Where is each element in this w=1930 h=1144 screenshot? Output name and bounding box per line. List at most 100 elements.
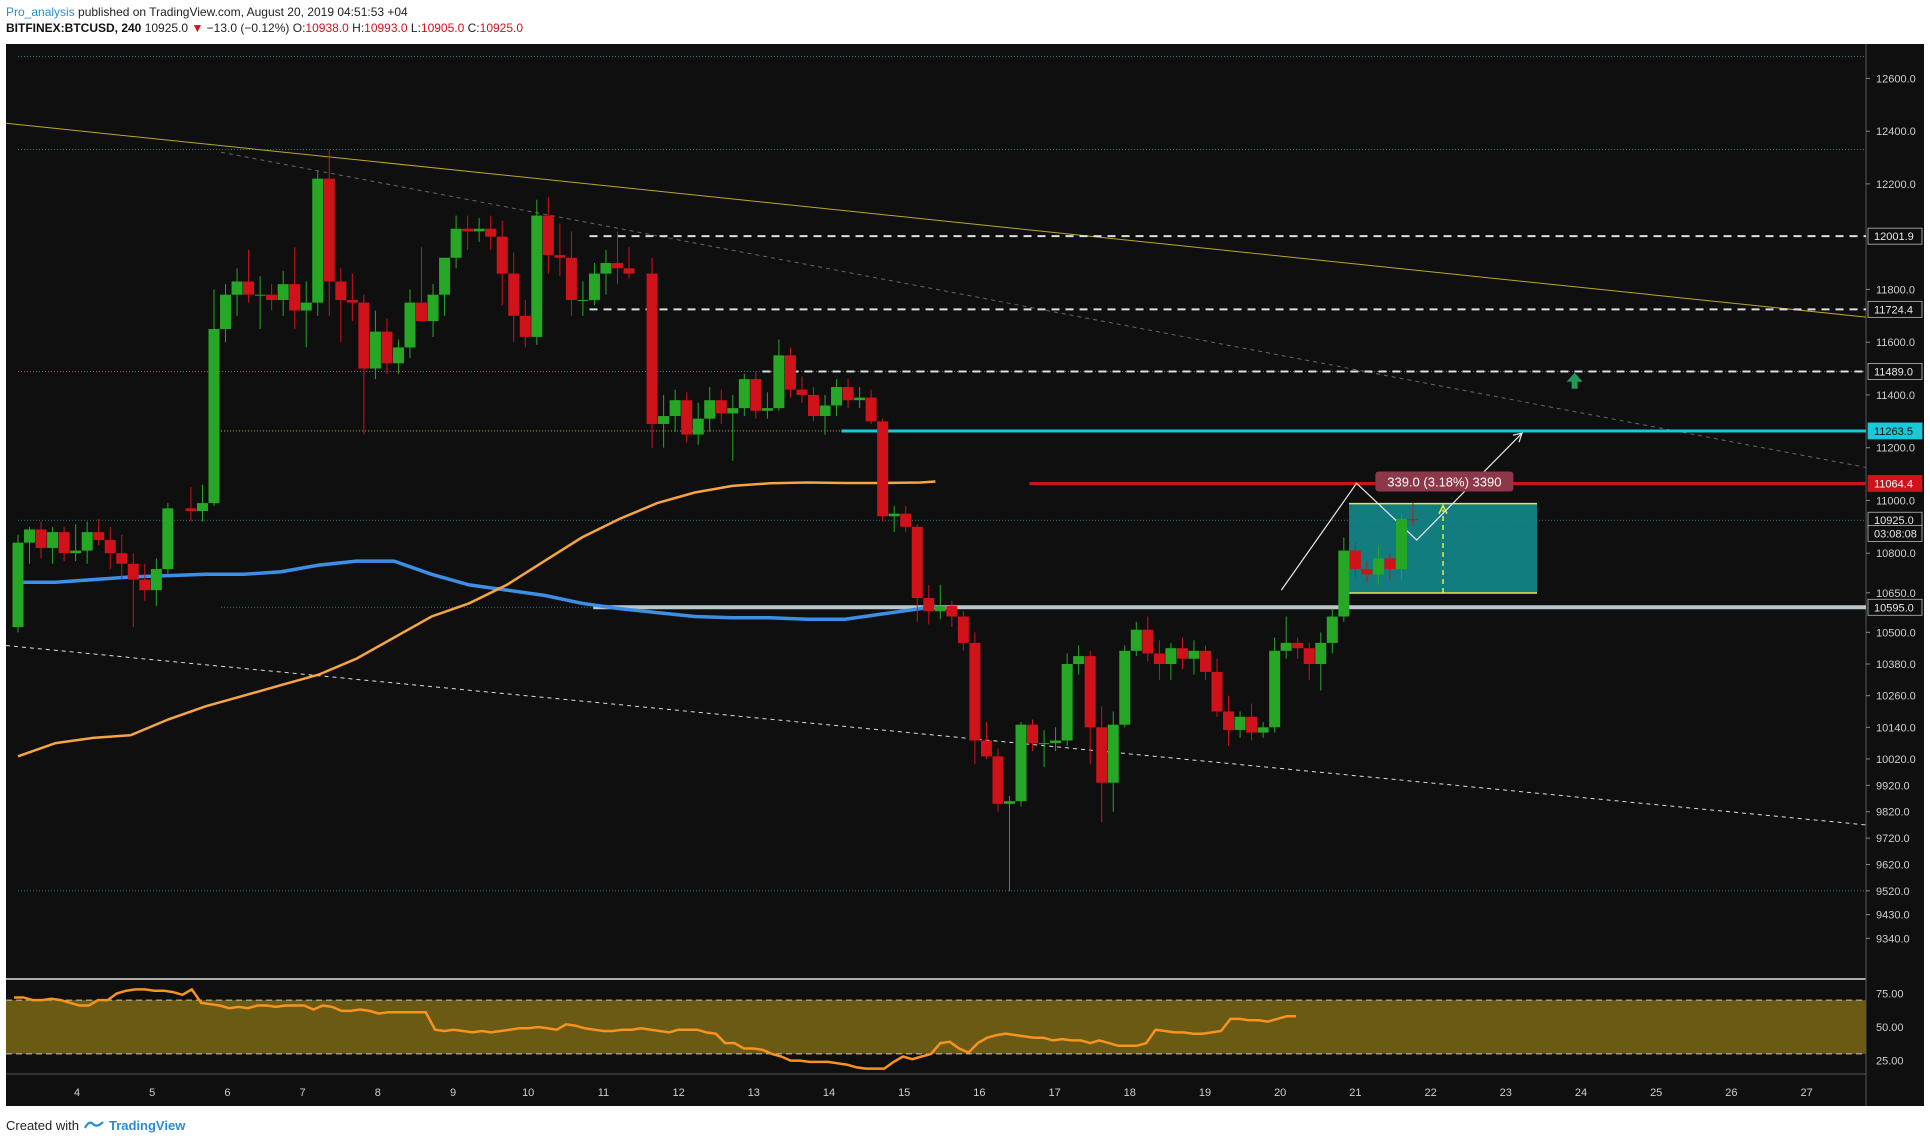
x-tick-label-16: 20 xyxy=(1274,1087,1286,1099)
y-tick-label-5: 11400.0 xyxy=(1876,390,1915,402)
x-tick-label-8: 12 xyxy=(672,1087,684,1099)
candle-body-50 xyxy=(600,263,612,274)
candle-body-53 xyxy=(646,273,658,424)
candle-body-87 xyxy=(1038,743,1050,745)
candle-body-74 xyxy=(888,513,900,517)
candle-body-14 xyxy=(185,508,197,511)
candle-body-64 xyxy=(773,355,785,409)
main-pane-bg xyxy=(6,44,1866,978)
candle-body-3 xyxy=(47,532,59,548)
candle-body-118 xyxy=(1395,518,1407,570)
candle-body-43 xyxy=(519,315,531,337)
candle-body-114 xyxy=(1349,550,1361,570)
candle-body-22 xyxy=(277,284,289,300)
x-tick-label-17: 21 xyxy=(1349,1087,1361,1099)
candle-body-24 xyxy=(300,302,312,311)
time-axis-bg xyxy=(6,1074,1866,1106)
candle-body-65 xyxy=(784,355,796,390)
candle-body-56 xyxy=(681,400,693,435)
ma-slow-line xyxy=(18,559,936,621)
x-tick-label-5: 9 xyxy=(450,1087,456,1099)
x-tick-label-23: 27 xyxy=(1800,1087,1812,1099)
x-tick-label-13: 17 xyxy=(1048,1087,1060,1099)
price-change: −13.0 (−0.12%) xyxy=(206,21,290,35)
price-label-bg-1 xyxy=(1867,300,1923,318)
candle-body-67 xyxy=(807,394,819,417)
x-tick-label-1: 5 xyxy=(149,1087,155,1099)
y-tick-label-16: 9820.0 xyxy=(1876,807,1910,819)
candle-body-68 xyxy=(819,405,831,417)
price-label-6: 03:08:08 xyxy=(1874,528,1917,540)
candle-body-1 xyxy=(24,529,36,543)
price-label-bg-7 xyxy=(1867,598,1923,616)
candle-body-33 xyxy=(404,302,416,348)
candle-body-113 xyxy=(1338,550,1350,617)
open-value: 10938.0 xyxy=(305,21,349,35)
candle-body-108 xyxy=(1280,642,1292,651)
price-chart[interactable]: 339.0 (3.18%) 3390 12600.0 12400.0 12200.0 1… xyxy=(5,44,1924,1106)
x-tick-label-0: 4 xyxy=(74,1087,80,1099)
candle-body-75 xyxy=(900,513,912,527)
candle-body-84 xyxy=(1003,801,1015,804)
x-tick-label-14: 18 xyxy=(1124,1087,1136,1099)
y-tick-label-11: 10380.0 xyxy=(1876,659,1916,671)
y-tick-label-13: 10140.0 xyxy=(1876,722,1916,734)
x-tick-label-15: 19 xyxy=(1199,1087,1211,1099)
candle-body-100 xyxy=(1188,650,1200,659)
candle-body-52 xyxy=(623,268,635,274)
y-tick-label-18: 9620.0 xyxy=(1876,859,1910,871)
candle-body-34 xyxy=(416,302,428,322)
quote-line: BITFINEX:BTCUSD, 240 10925.0 ▼ −13.0 (−0… xyxy=(6,20,523,36)
candle-body-35 xyxy=(427,294,439,322)
price-label-7: 10595.0 xyxy=(1874,602,1914,614)
candle-body-119 xyxy=(1407,518,1419,521)
candle-body-48 xyxy=(577,299,589,301)
candle-body-61 xyxy=(738,379,750,409)
candle-body-21 xyxy=(266,294,278,300)
created-with-text: Created with xyxy=(6,1118,79,1133)
candle-body-49 xyxy=(588,273,600,300)
candle-body-31 xyxy=(381,331,393,364)
candle-body-36 xyxy=(439,257,451,295)
publish-text: published on TradingView.com, August 20,… xyxy=(74,5,408,19)
candle-body-10 xyxy=(127,563,139,580)
candle-body-51 xyxy=(612,263,624,269)
rsi-tick-label-2: 25.00 xyxy=(1876,1056,1904,1068)
candle-body-59 xyxy=(715,400,727,414)
candle-body-26 xyxy=(323,178,335,282)
candle-body-92 xyxy=(1096,727,1108,783)
price-label-bg-2 xyxy=(1867,363,1923,380)
tradingview-logo-icon[interactable] xyxy=(83,1118,105,1133)
candle-body-58 xyxy=(704,400,716,419)
candle-body-23 xyxy=(289,284,301,311)
candle-body-40 xyxy=(485,228,497,237)
price-label-4: 11064.4 xyxy=(1874,478,1913,490)
candle-body-80 xyxy=(957,616,969,643)
candle-body-102 xyxy=(1211,671,1223,712)
candle-body-47 xyxy=(565,257,577,300)
price-label-1: 11724.4 xyxy=(1874,304,1913,316)
candle-body-110 xyxy=(1303,648,1315,664)
candle-body-96 xyxy=(1142,629,1154,654)
candle-body-45 xyxy=(542,215,554,256)
candle-body-44 xyxy=(531,215,543,337)
x-tick-label-10: 14 xyxy=(823,1087,835,1099)
rsi-tick-label-0: 75.00 xyxy=(1876,988,1904,1000)
trendline-dotted-gray xyxy=(220,151,1867,468)
publish-line: Pro_analysis published on TradingView.co… xyxy=(6,4,523,20)
author-link[interactable]: Pro_analysis xyxy=(6,5,75,19)
candle-body-5 xyxy=(70,550,82,554)
chart-area[interactable]: 339.0 (3.18%) 3390 12600.0 12400.0 12200.0 1… xyxy=(5,44,1924,1111)
candle-body-93 xyxy=(1107,724,1119,783)
y-tick-label-4: 11600.0 xyxy=(1876,337,1915,349)
price-label-bg-4 xyxy=(1867,475,1923,492)
rsi-line xyxy=(14,987,1296,1070)
candle-body-9 xyxy=(116,553,128,564)
price-label-bg-6 xyxy=(1867,525,1923,542)
tradingview-brand[interactable]: TradingView xyxy=(108,1118,186,1133)
candle-body-104 xyxy=(1234,716,1246,730)
candle-body-54 xyxy=(658,416,670,424)
close-value: 10925.0 xyxy=(479,21,524,35)
close-label: C: xyxy=(467,21,480,35)
candle-body-83 xyxy=(992,756,1004,804)
